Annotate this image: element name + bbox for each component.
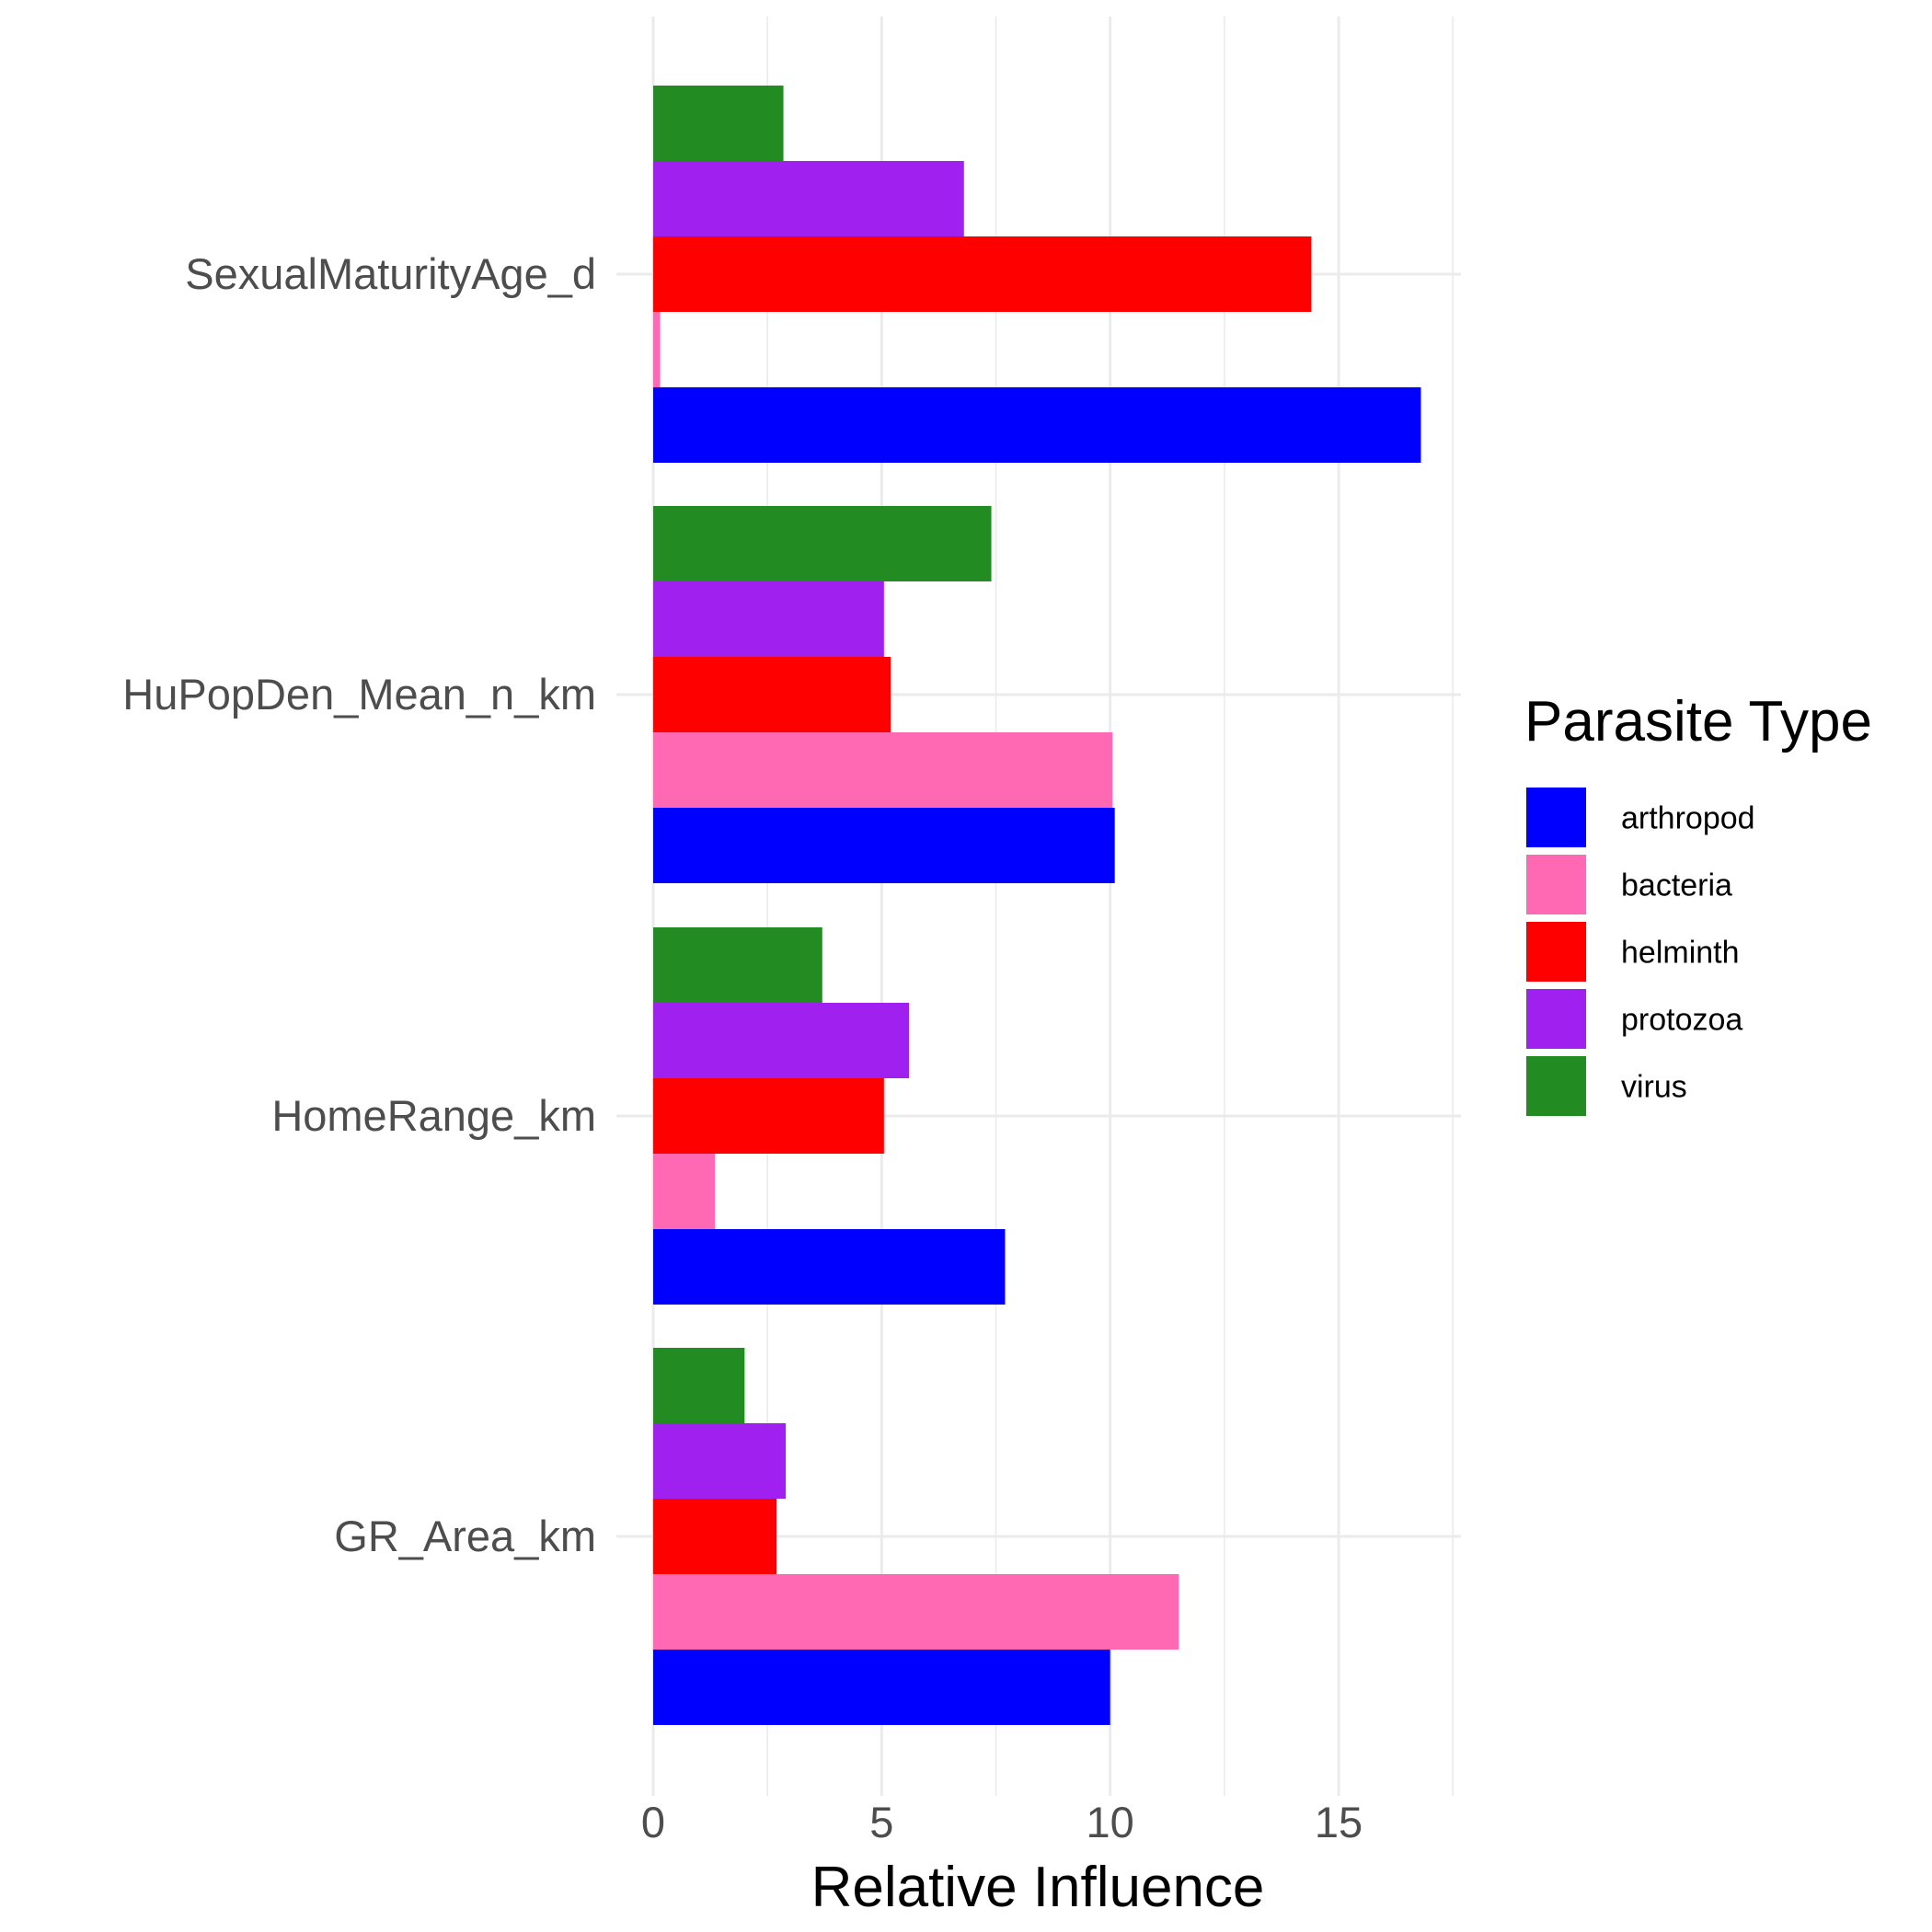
bar-arthropod-HomeRange_km [653, 1229, 1006, 1305]
legend: Parasite Type arthropod bacteria helminth p… [1524, 690, 1872, 1118]
x-tick-label: 0 [641, 1798, 665, 1846]
legend-label-protozoa: protozoa [1621, 1003, 1742, 1038]
bars [653, 86, 1421, 1725]
legend-label-bacteria: bacteria [1621, 868, 1732, 903]
y-tick-label: GR_Area_km [334, 1512, 596, 1560]
legend-label-virus: virus [1621, 1070, 1687, 1105]
bar-helminth-HomeRange_km [653, 1078, 884, 1154]
bar-virus-HomeRange_km [653, 927, 822, 1003]
bar-bacteria-SexualMaturityAge_d [653, 312, 661, 387]
bar-arthropod-SexualMaturityAge_d [653, 387, 1421, 463]
legend-items: arthropod bacteria helminth protozoa virus [1524, 786, 1755, 1118]
bar-virus-HuPopDen_Mean_n_km [653, 506, 992, 581]
bar-helminth-HuPopDen_Mean_n_km [653, 657, 891, 732]
bar-protozoa-GR_Area_km [653, 1423, 787, 1499]
bar-bacteria-GR_Area_km [653, 1574, 1179, 1650]
bar-virus-SexualMaturityAge_d [653, 86, 784, 161]
legend-key-virus [1524, 1054, 1588, 1118]
bar-protozoa-HomeRange_km [653, 1003, 910, 1078]
legend-key-arthropod [1524, 786, 1588, 849]
x-axis-title: Relative Influence [811, 1856, 1265, 1919]
legend-key-protozoa [1524, 987, 1588, 1051]
bar-protozoa-HuPopDen_Mean_n_km [653, 581, 884, 657]
axes: SexualMaturityAge_d HuPopDen_Mean_n_km Hom… [122, 249, 1363, 1846]
y-tick-label: HomeRange_km [271, 1091, 596, 1140]
x-tick-label: 5 [869, 1798, 893, 1846]
x-tick-label: 15 [1315, 1798, 1363, 1846]
bar-bacteria-HuPopDen_Mean_n_km [653, 732, 1113, 808]
legend-key-bacteria [1524, 853, 1588, 916]
bar-protozoa-SexualMaturityAge_d [653, 161, 964, 236]
legend-label-arthropod: arthropod [1621, 801, 1755, 836]
bar-arthropod-GR_Area_km [653, 1650, 1110, 1725]
legend-title: Parasite Type [1524, 690, 1872, 753]
legend-label-helminth: helminth [1621, 936, 1740, 971]
x-tick-label: 10 [1087, 1798, 1134, 1846]
bar-virus-GR_Area_km [653, 1348, 745, 1423]
bar-bacteria-HomeRange_km [653, 1154, 716, 1229]
bar-arthropod-HuPopDen_Mean_n_km [653, 808, 1115, 883]
legend-key-helminth [1524, 920, 1588, 983]
bar-helminth-GR_Area_km [653, 1499, 777, 1574]
bar-helminth-SexualMaturityAge_d [653, 236, 1312, 312]
y-tick-label: HuPopDen_Mean_n_km [122, 670, 596, 719]
y-tick-label: SexualMaturityAge_d [185, 249, 596, 298]
